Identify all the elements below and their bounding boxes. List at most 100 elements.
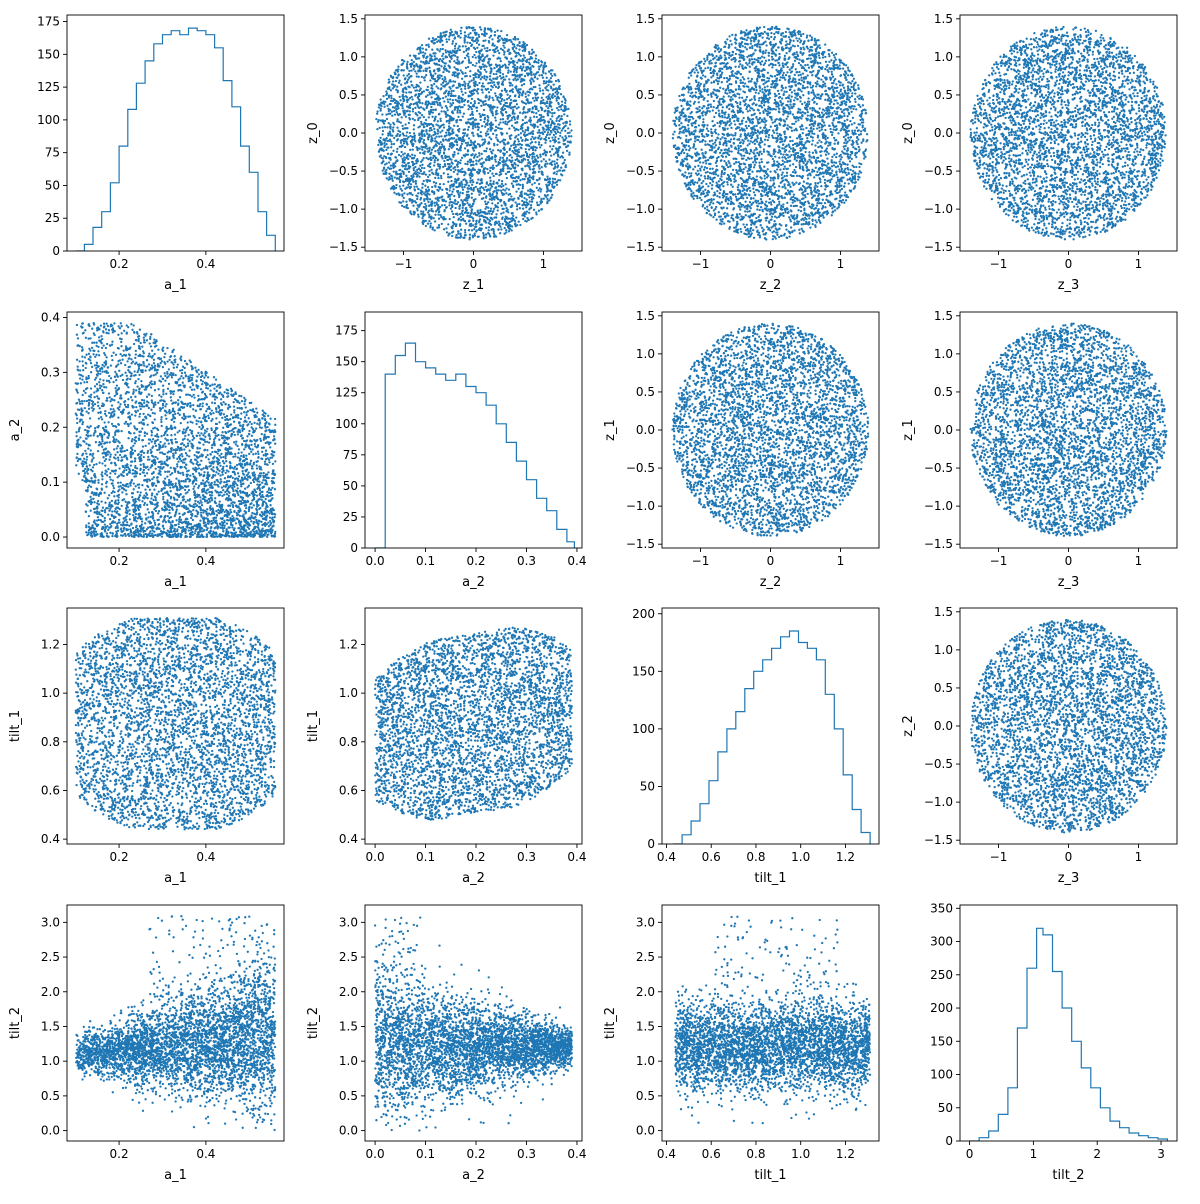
scatter-point	[383, 155, 385, 157]
scatter-point	[530, 207, 532, 209]
scatter-point	[442, 53, 444, 55]
scatter-point	[481, 157, 483, 159]
scatter-point	[454, 75, 456, 77]
scatter-point	[501, 83, 503, 85]
scatter-point	[499, 66, 501, 68]
scatter-point	[466, 27, 468, 29]
scatter-point	[388, 161, 390, 163]
scatter-point	[511, 156, 513, 158]
scatter-point	[396, 151, 398, 153]
scatter-point	[474, 126, 476, 128]
scatter-point	[498, 86, 500, 88]
scatter-point	[452, 119, 454, 121]
scatter-point	[492, 210, 494, 212]
scatter-point	[473, 79, 475, 81]
scatter-point	[427, 138, 429, 140]
scatter-point	[505, 207, 507, 209]
scatter-point	[379, 148, 381, 150]
scatter-point	[764, 139, 766, 141]
scatter-point	[536, 201, 538, 203]
scatter-point	[404, 77, 406, 79]
scatter-point	[443, 85, 445, 87]
scatter-point	[517, 177, 519, 179]
scatter-point	[500, 30, 502, 32]
scatter-point	[386, 140, 388, 142]
scatter-point	[526, 61, 528, 63]
scatter-point	[458, 83, 460, 85]
scatter-point	[401, 116, 403, 118]
scatter-point	[484, 35, 486, 37]
scatter-point	[490, 85, 492, 87]
scatter-point	[415, 113, 417, 115]
scatter-point	[389, 103, 391, 105]
scatter-point	[436, 168, 438, 170]
scatter-point	[483, 193, 485, 195]
scatter-point	[416, 175, 418, 177]
scatter-point	[486, 76, 488, 78]
scatter-point	[526, 165, 528, 167]
scatter-point	[550, 162, 552, 164]
scatter-point	[435, 171, 437, 173]
scatter-point	[483, 77, 485, 79]
scatter-point	[715, 112, 717, 114]
scatter-point	[534, 124, 536, 126]
scatter-point	[481, 153, 483, 155]
scatter-point	[464, 83, 466, 85]
scatter-point	[476, 156, 478, 158]
scatter-point	[441, 143, 443, 145]
scatter-point	[431, 172, 433, 174]
scatter-point	[423, 142, 425, 144]
scatter-point	[448, 165, 450, 167]
scatter-point	[459, 36, 461, 38]
scatter-point	[430, 140, 432, 142]
scatter-point	[403, 60, 405, 62]
scatter-point	[557, 96, 559, 98]
scatter-point	[391, 187, 393, 189]
scatter-point	[495, 165, 497, 167]
x-tick-label: 0.4	[196, 257, 215, 271]
scatter-point	[470, 188, 472, 190]
scatter-point	[480, 186, 482, 188]
scatter-point	[522, 78, 524, 80]
scatter-point	[530, 101, 532, 103]
scatter-point	[473, 47, 475, 49]
scatter-point	[498, 39, 500, 41]
scatter-point	[462, 214, 464, 216]
scatter-point	[384, 173, 386, 175]
scatter-point	[540, 160, 542, 162]
scatter-point	[431, 116, 433, 118]
scatter-point	[440, 37, 442, 39]
scatter-point	[561, 129, 563, 131]
scatter-point	[379, 104, 381, 106]
scatter-point	[428, 216, 430, 218]
scatter-point	[478, 76, 480, 78]
scatter-point	[497, 70, 499, 72]
scatter-point	[556, 149, 558, 151]
scatter-point	[453, 137, 455, 139]
scatter-point	[518, 148, 520, 150]
scatter-point	[742, 187, 744, 189]
scatter-point	[420, 210, 422, 212]
scatter-point	[394, 107, 396, 109]
scatter-point	[522, 63, 524, 65]
scatter-point	[402, 100, 404, 102]
scatter-point	[398, 82, 400, 84]
scatter-point	[508, 230, 510, 232]
scatter-point	[491, 172, 493, 174]
y-tick-label: 125	[37, 80, 60, 94]
scatter-point	[417, 70, 419, 72]
scatter-point	[838, 168, 840, 170]
scatter-point	[538, 167, 540, 169]
scatter-point	[512, 180, 514, 182]
scatter-point	[489, 148, 491, 150]
scatter-point	[551, 148, 553, 150]
y-tick-label: 75	[45, 146, 60, 160]
scatter-point	[468, 216, 470, 218]
scatter-point	[458, 128, 460, 130]
scatter-point	[403, 142, 405, 144]
scatter-point	[449, 88, 451, 90]
scatter-point	[502, 44, 504, 46]
scatter-point	[853, 122, 855, 124]
scatter-point	[726, 62, 728, 64]
scatter-point	[524, 70, 526, 72]
